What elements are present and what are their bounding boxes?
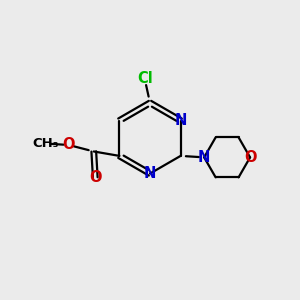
Text: CH₃: CH₃ bbox=[32, 137, 58, 150]
Text: N: N bbox=[174, 113, 187, 128]
Text: N: N bbox=[144, 166, 156, 181]
Text: N: N bbox=[198, 150, 210, 165]
Text: O: O bbox=[89, 170, 101, 185]
Text: O: O bbox=[244, 150, 256, 165]
Text: O: O bbox=[62, 137, 75, 152]
Text: Cl: Cl bbox=[137, 71, 153, 86]
